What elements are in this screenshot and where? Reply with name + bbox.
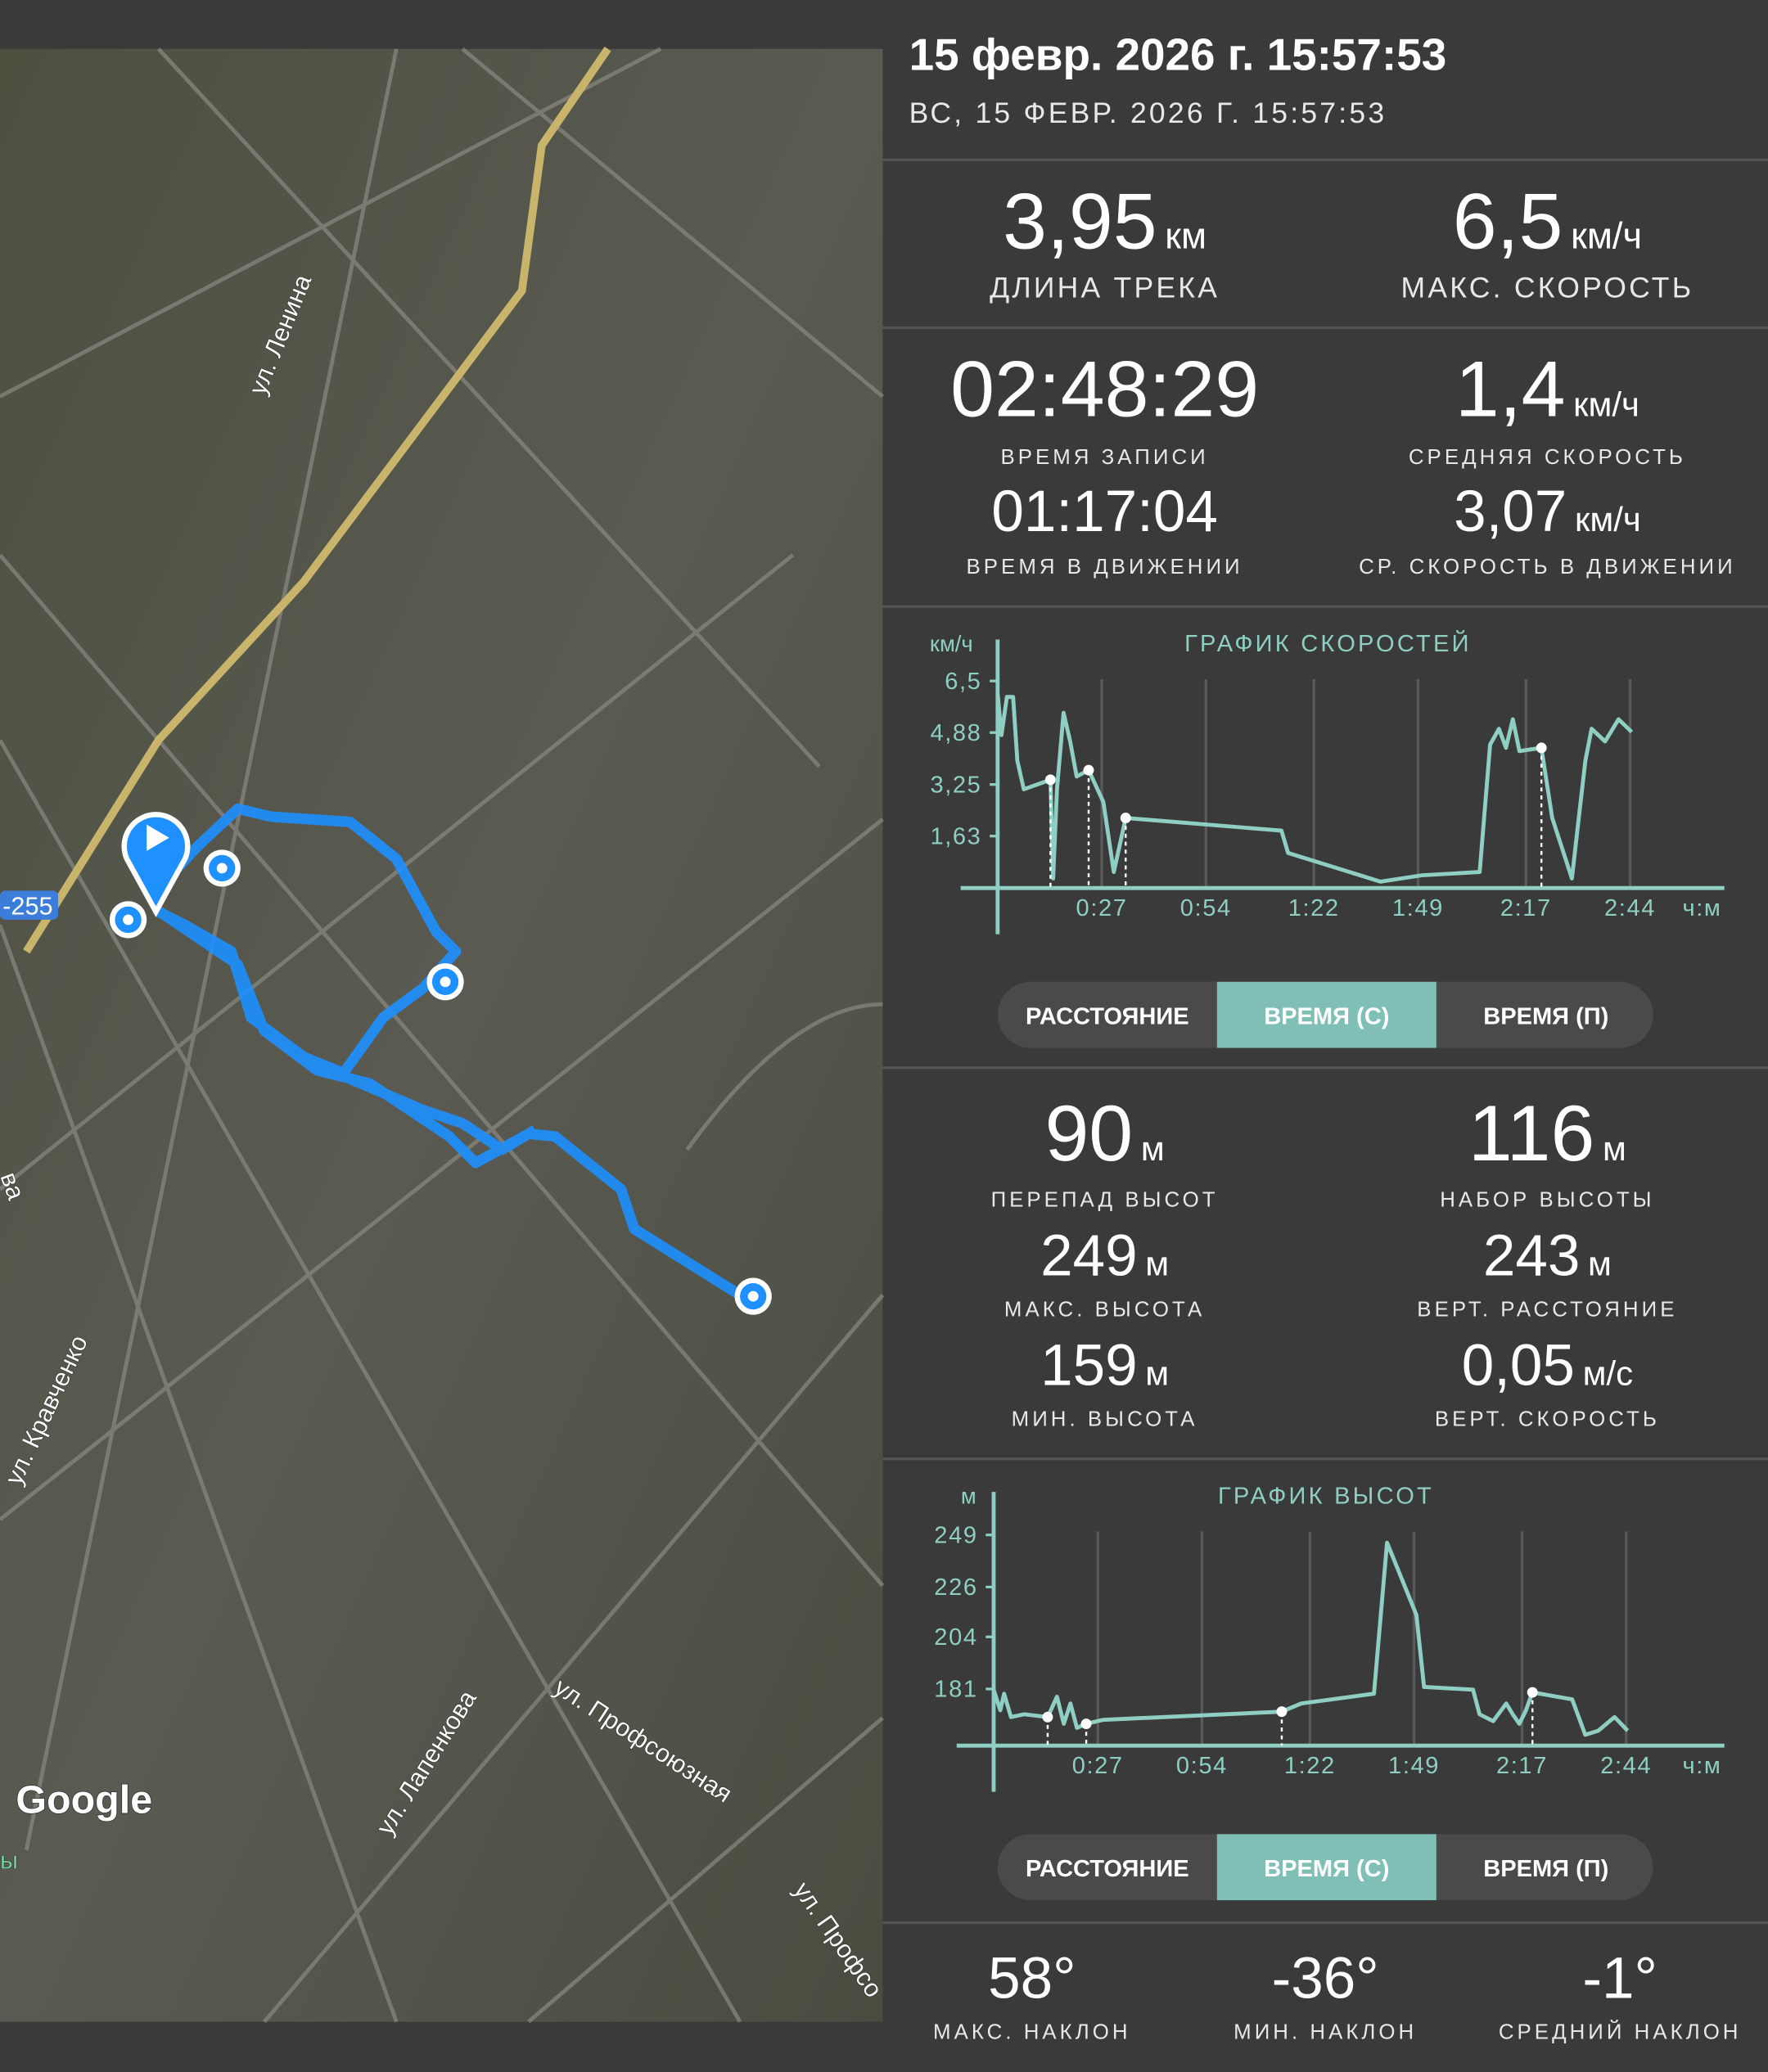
y-tick-label: 6,5 <box>945 669 981 695</box>
map-attribution: Google <box>16 1777 152 1822</box>
x-tick-label: 1:22 <box>1284 1753 1336 1779</box>
x-tick-label: 1:22 <box>1288 895 1340 921</box>
stat-value: 249 м <box>1040 1223 1169 1288</box>
stat-value: 01:17:04 <box>991 480 1217 544</box>
y-axis-label: м <box>961 1484 976 1509</box>
stat-label: НАБОР ВЫСОТЫ <box>1440 1188 1654 1211</box>
toggle-option[interactable]: ВРЕМЯ (С) <box>1264 1003 1389 1029</box>
stat-value: 3,07 км/ч <box>1454 480 1641 544</box>
x-tick-label: 1:49 <box>1388 1753 1440 1779</box>
stat-label: МАКС. СКОРОСТЬ <box>1401 271 1694 304</box>
stat-label: СРЕДНИЙ НАКЛОН <box>1499 2020 1742 2044</box>
stat-value: 243 м <box>1483 1223 1612 1288</box>
subtitle: ВС, 15 ФЕВР. 2026 Г. 15:57:53 <box>909 97 1387 129</box>
stat-label: МАКС. ВЫСОТА <box>1004 1298 1205 1321</box>
map-imagery <box>0 48 883 2022</box>
chart-title: ГРАФИК ВЫСОТ <box>1218 1484 1434 1510</box>
stat-value: 159 м <box>1040 1333 1169 1398</box>
stat-label: МИН. ВЫСОТА <box>1012 1408 1198 1430</box>
x-tick-label: 1:49 <box>1392 895 1444 921</box>
data-line <box>995 693 1634 884</box>
toggle-selected <box>1216 981 1436 1048</box>
marker <box>1527 1687 1538 1698</box>
x-tick-label: 0:27 <box>1076 895 1128 921</box>
map-label: ы <box>0 1846 18 1874</box>
y-tick-label: 4,88 <box>930 720 981 746</box>
stat-value: 1,4 км/ч <box>1455 345 1639 434</box>
marker <box>1044 774 1056 786</box>
toggle-option[interactable]: РАССТОЯНИЕ <box>1026 1003 1189 1029</box>
y-tick-label: 204 <box>934 1624 977 1651</box>
stat-label: ДЛИНА ТРЕКА <box>990 271 1220 304</box>
stat-label: СРЕДНЯЯ СКОРОСТЬ <box>1409 446 1686 469</box>
x-axis-label: ч:м <box>1682 1753 1721 1779</box>
chart-title: ГРАФИК СКОРОСТЕЙ <box>1184 629 1472 657</box>
title: 15 февр. 2026 г. 15:57:53 <box>909 29 1447 80</box>
x-tick-label: 2:44 <box>1604 895 1656 921</box>
stat-value: 58° <box>988 1947 1076 2011</box>
toggle-option[interactable]: ВРЕМЯ (С) <box>1264 1856 1389 1882</box>
marker <box>1276 1706 1288 1718</box>
stat-value: 3,95 км <box>1003 177 1206 266</box>
marker <box>1083 764 1094 776</box>
route-number: -255 <box>2 892 52 920</box>
marker <box>1042 1711 1053 1723</box>
y-tick-label: 249 <box>934 1522 977 1548</box>
stat-value: 6,5 км/ч <box>1453 177 1642 266</box>
x-tick-label: 2:17 <box>1496 1753 1548 1779</box>
map[interactable]: ул. Ленина ул. Кравченко ул. Лапенкова у… <box>0 47 888 2024</box>
y-tick-label: 3,25 <box>930 772 981 798</box>
stat-label: МАКС. НАКЛОН <box>933 2021 1131 2044</box>
x-tick-label: 2:44 <box>1600 1753 1652 1779</box>
stat-label: СР. СКОРОСТЬ В ДВИЖЕНИИ <box>1359 556 1736 579</box>
route-shield <box>0 890 59 920</box>
marker <box>1080 1718 1092 1730</box>
stat-value: 0,05 м/с <box>1462 1333 1633 1398</box>
stat-value: -1° <box>1582 1947 1658 2011</box>
track-points <box>109 812 772 1315</box>
x-tick-label: 0:27 <box>1072 1753 1124 1779</box>
stat-value: 116 м <box>1468 1088 1626 1178</box>
y-axis-label: км/ч <box>930 631 973 656</box>
stat-label: ВЕРТ. СКОРОСТЬ <box>1435 1408 1660 1430</box>
marker <box>1536 742 1547 754</box>
x-tick-label: 0:54 <box>1180 895 1232 921</box>
stat-label: ВРЕМЯ ЗАПИСИ <box>1000 446 1208 469</box>
toggle-option[interactable]: ВРЕМЯ (П) <box>1483 1856 1608 1882</box>
stat-label: ПЕРЕПАД ВЫСОТ <box>991 1188 1219 1211</box>
y-tick-label: 181 <box>934 1677 977 1703</box>
y-tick-label: 1,63 <box>930 823 981 849</box>
stat-label: МИН. НАКЛОН <box>1234 2021 1417 2044</box>
y-tick-label: 226 <box>934 1574 977 1601</box>
stat-value: 90 м <box>1044 1088 1164 1178</box>
toggle-option[interactable]: РАССТОЯНИЕ <box>1026 1856 1189 1882</box>
stat-value: -36° <box>1272 1947 1379 2011</box>
marker <box>1120 813 1131 823</box>
highway <box>23 47 611 954</box>
toggle-selected <box>1216 1834 1436 1901</box>
x-axis-label: ч:м <box>1682 895 1721 921</box>
toggle-option[interactable]: ВРЕМЯ (П) <box>1483 1003 1608 1029</box>
x-tick-label: 2:17 <box>1500 895 1552 921</box>
stat-label: ВЕРТ. РАССТОЯНИЕ <box>1417 1298 1677 1321</box>
stat-label: ВРЕМЯ В ДВИЖЕНИИ <box>967 556 1243 579</box>
stat-value: 02:48:29 <box>950 345 1259 434</box>
x-tick-label: 0:54 <box>1176 1753 1228 1779</box>
